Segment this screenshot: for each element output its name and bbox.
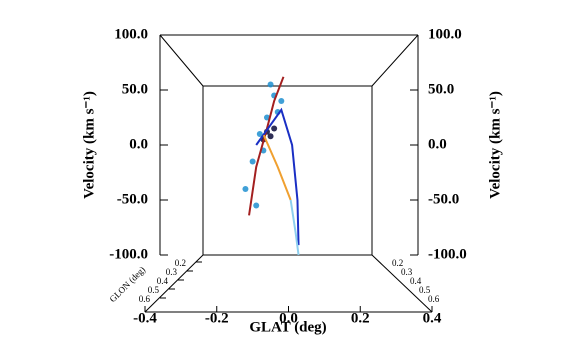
z-tick-label: 0.5 [148,285,160,295]
z-tick-label-right: 0.5 [419,285,431,295]
x-tick-label: -0.4 [133,310,157,326]
y-tick-label: -50.0 [117,191,148,207]
z-tick-label-right: 0.4 [410,276,422,286]
z-tick-label-right: 0.2 [392,258,403,268]
box-frame [144,34,433,313]
x-tick-label: -0.2 [205,310,229,326]
point [242,186,249,192]
z-tick-label-right: 0.3 [401,267,413,277]
y-axis-label-right: Velocity (km s⁻¹) [487,91,503,199]
curve [248,76,285,216]
y-tick-label: -100.0 [109,246,148,262]
curve [255,107,300,246]
y-tick-label-right: 50.0 [428,81,454,97]
y-tick-label: 50.0 [122,81,148,97]
x-tick-label: 0.2 [351,310,370,326]
curve [262,134,292,201]
y-tick-label-right: -100.0 [428,246,467,262]
x-tick-label: 0.0 [279,310,298,326]
curve [289,199,300,256]
point [256,131,263,137]
point [271,125,278,132]
x-axis-label: GLAT (deg) [249,319,326,335]
y-tick-label-right: 0.0 [428,136,447,152]
y-axis-label: Velocity (km s⁻¹) [81,91,97,199]
point [249,158,256,165]
z-tick-label: 0.2 [175,258,186,268]
z-tick-label-right: 0.6 [428,294,440,304]
point [278,98,285,104]
point [267,81,274,88]
z-tick-label: 0.6 [139,294,151,304]
point [253,202,260,209]
y-tick-label: 100.0 [114,26,148,42]
x-tick-label: 0.4 [423,310,442,326]
point [267,133,274,140]
y-tick-label-right: 100.0 [428,26,462,42]
y-tick-label: 0.0 [129,136,148,152]
y-tick-label-right: -50.0 [428,191,459,207]
z-tick-label: 0.3 [166,267,178,277]
z-tick-label: 0.4 [157,276,169,286]
